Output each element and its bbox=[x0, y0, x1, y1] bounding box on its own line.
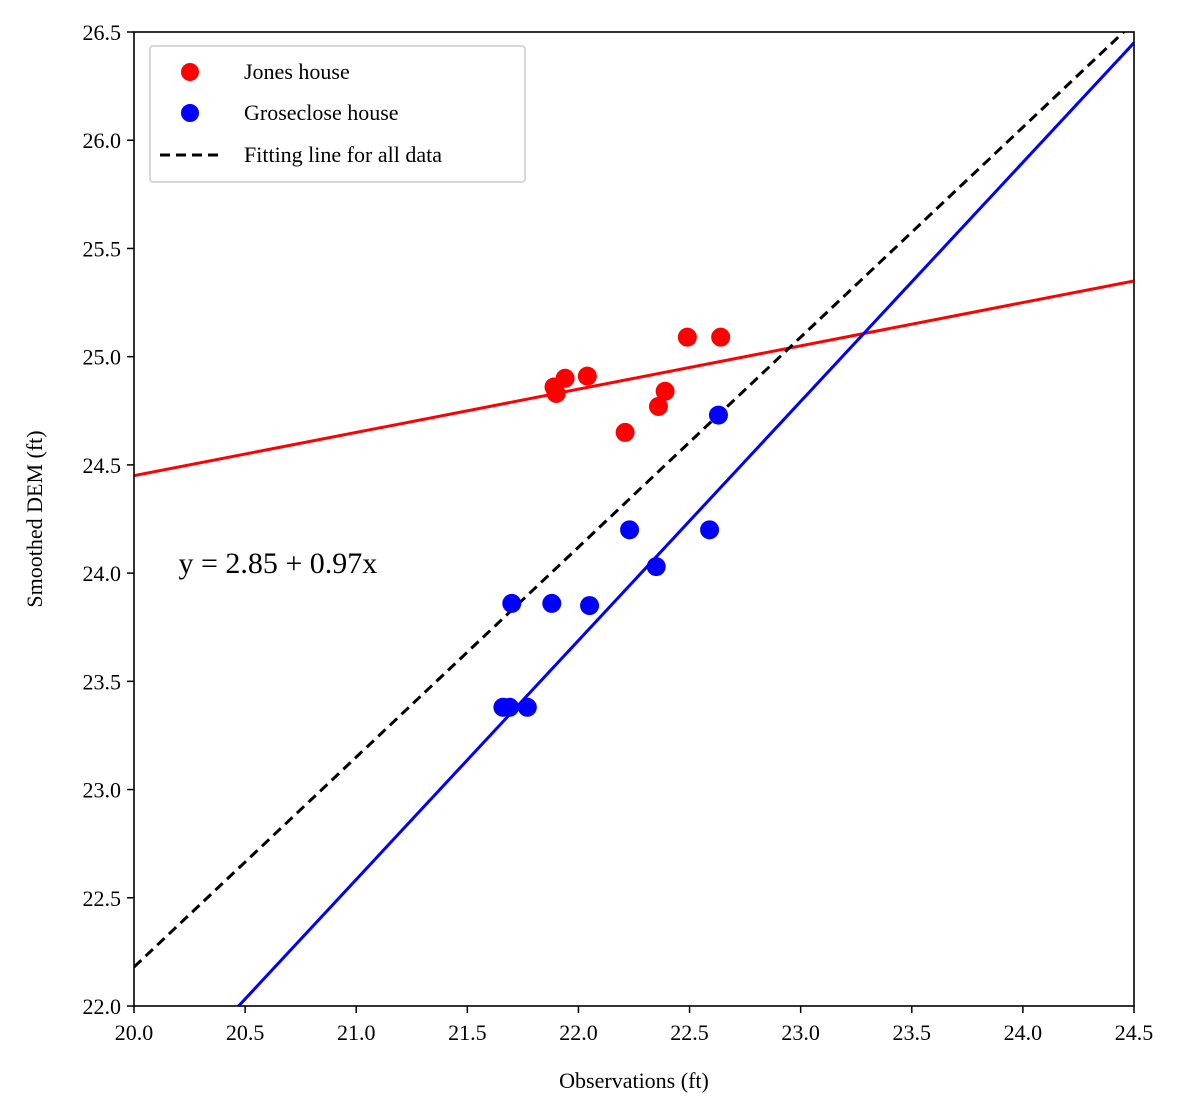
x-tick-label: 23.5 bbox=[893, 1020, 932, 1045]
x-axis: 20.0 20.5 21.0 21.5 22.0 22.5 23.0 23.5 24.0 24.5 bbox=[115, 1006, 1154, 1045]
y-tick-label: 25.0 bbox=[83, 345, 122, 370]
y-tick-label: 26.5 bbox=[83, 20, 122, 45]
x-tick-label: 22.0 bbox=[559, 1020, 598, 1045]
fit-equation-annotation: y = 2.85 + 0.97x bbox=[178, 547, 377, 580]
jones-house-point bbox=[556, 369, 575, 388]
legend-marker-jones bbox=[181, 63, 199, 81]
y-tick-label: 22.0 bbox=[83, 994, 122, 1019]
groseclose-house-point bbox=[518, 698, 537, 717]
groseclose-house-point bbox=[542, 594, 561, 613]
jones-house-point bbox=[578, 367, 597, 386]
groseclose-house-point bbox=[709, 406, 728, 425]
y-tick-label: 25.5 bbox=[83, 236, 122, 261]
y-axis-title: Smoothed DEM (ft) bbox=[22, 430, 47, 607]
x-tick-label: 20.5 bbox=[226, 1020, 265, 1045]
y-tick-label: 24.0 bbox=[83, 561, 122, 586]
jones-house-point bbox=[711, 328, 730, 347]
x-tick-label: 23.0 bbox=[781, 1020, 820, 1045]
groseclose-house-point bbox=[502, 594, 521, 613]
x-tick-label: 24.5 bbox=[1115, 1020, 1154, 1045]
legend-label-fitting-line: Fitting line for all data bbox=[244, 142, 442, 167]
x-tick-label: 20.0 bbox=[115, 1020, 154, 1045]
groseclose-house-point bbox=[647, 557, 666, 576]
y-tick-label: 22.5 bbox=[83, 886, 122, 911]
y-tick-label: 23.0 bbox=[83, 778, 122, 803]
y-tick-label: 24.5 bbox=[83, 453, 122, 478]
x-tick-label: 22.5 bbox=[670, 1020, 709, 1045]
legend-label-jones: Jones house bbox=[244, 59, 350, 84]
y-axis: 22.0 22.5 23.0 23.5 24.0 24.5 25.0 25.5 26.0 26.5 bbox=[83, 20, 135, 1019]
x-tick-label: 24.0 bbox=[1004, 1020, 1043, 1045]
jones-house-point bbox=[678, 328, 697, 347]
jones-house-fit-line bbox=[134, 281, 1134, 476]
groseclose-house-point bbox=[580, 596, 599, 615]
jones-house-point bbox=[616, 423, 635, 442]
legend-marker-groseclose bbox=[181, 104, 199, 122]
x-tick-label: 21.5 bbox=[448, 1020, 487, 1045]
legend: Jones house Groseclose house Fitting lin… bbox=[150, 46, 525, 182]
jones-house-point bbox=[656, 382, 675, 401]
legend-label-groseclose: Groseclose house bbox=[244, 100, 399, 125]
x-axis-title: Observations (ft) bbox=[559, 1068, 709, 1093]
y-tick-label: 23.5 bbox=[83, 669, 122, 694]
groseclose-house-point bbox=[700, 520, 719, 539]
groseclose-house-point bbox=[500, 698, 519, 717]
data-points bbox=[493, 328, 730, 717]
x-tick-label: 21.0 bbox=[337, 1020, 376, 1045]
y-tick-label: 26.0 bbox=[83, 128, 122, 153]
groseclose-house-point bbox=[620, 520, 639, 539]
